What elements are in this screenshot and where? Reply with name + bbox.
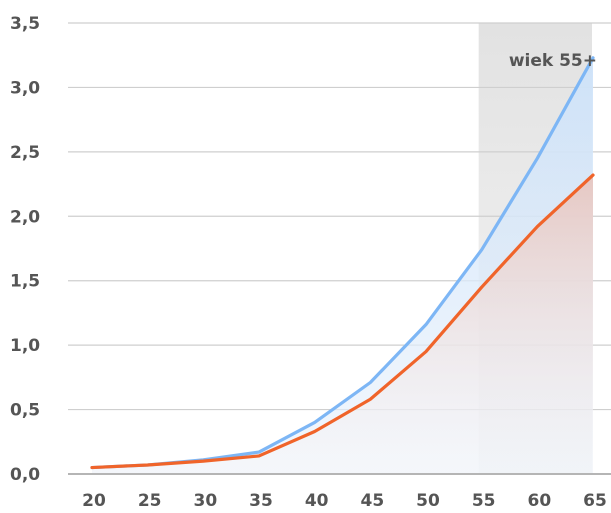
- y-tick-label: 3,0: [10, 78, 40, 98]
- y-tick-label: 1,0: [10, 336, 40, 356]
- series-areas: [92, 57, 593, 474]
- gridlines: [68, 22, 611, 411]
- x-tick-label: 30: [193, 491, 217, 511]
- y-axis-tick-labels: 0,0 0,5 1,0 1,5 2,0 2,5 3,0 3,5: [10, 14, 40, 485]
- highlight-region-label: wiek 55+: [509, 51, 597, 71]
- x-tick-label: 65: [583, 491, 607, 511]
- y-tick-label: 2,0: [10, 207, 40, 227]
- x-tick-label: 40: [305, 491, 329, 511]
- series-2-area: [92, 175, 593, 474]
- y-tick-label: 0,5: [10, 401, 40, 421]
- series-2-line: [90, 173, 595, 470]
- x-tick-label: 50: [416, 491, 440, 511]
- x-tick-label: 20: [82, 491, 106, 511]
- y-tick-label: 3,5: [10, 14, 40, 34]
- y-tick-label: 1,5: [10, 272, 40, 292]
- y-tick-label: 0,0: [10, 465, 40, 485]
- x-tick-label: 25: [138, 491, 162, 511]
- x-tick-label: 55: [472, 491, 496, 511]
- y-tick-label: 2,5: [10, 143, 40, 163]
- x-axis-tick-labels: 20 25 30 35 40 45 50 55 60 65: [82, 491, 607, 511]
- x-tick-label: 35: [249, 491, 273, 511]
- series-lines: [90, 56, 595, 470]
- x-tick-label: 45: [360, 491, 384, 511]
- x-tick-label: 60: [527, 491, 551, 511]
